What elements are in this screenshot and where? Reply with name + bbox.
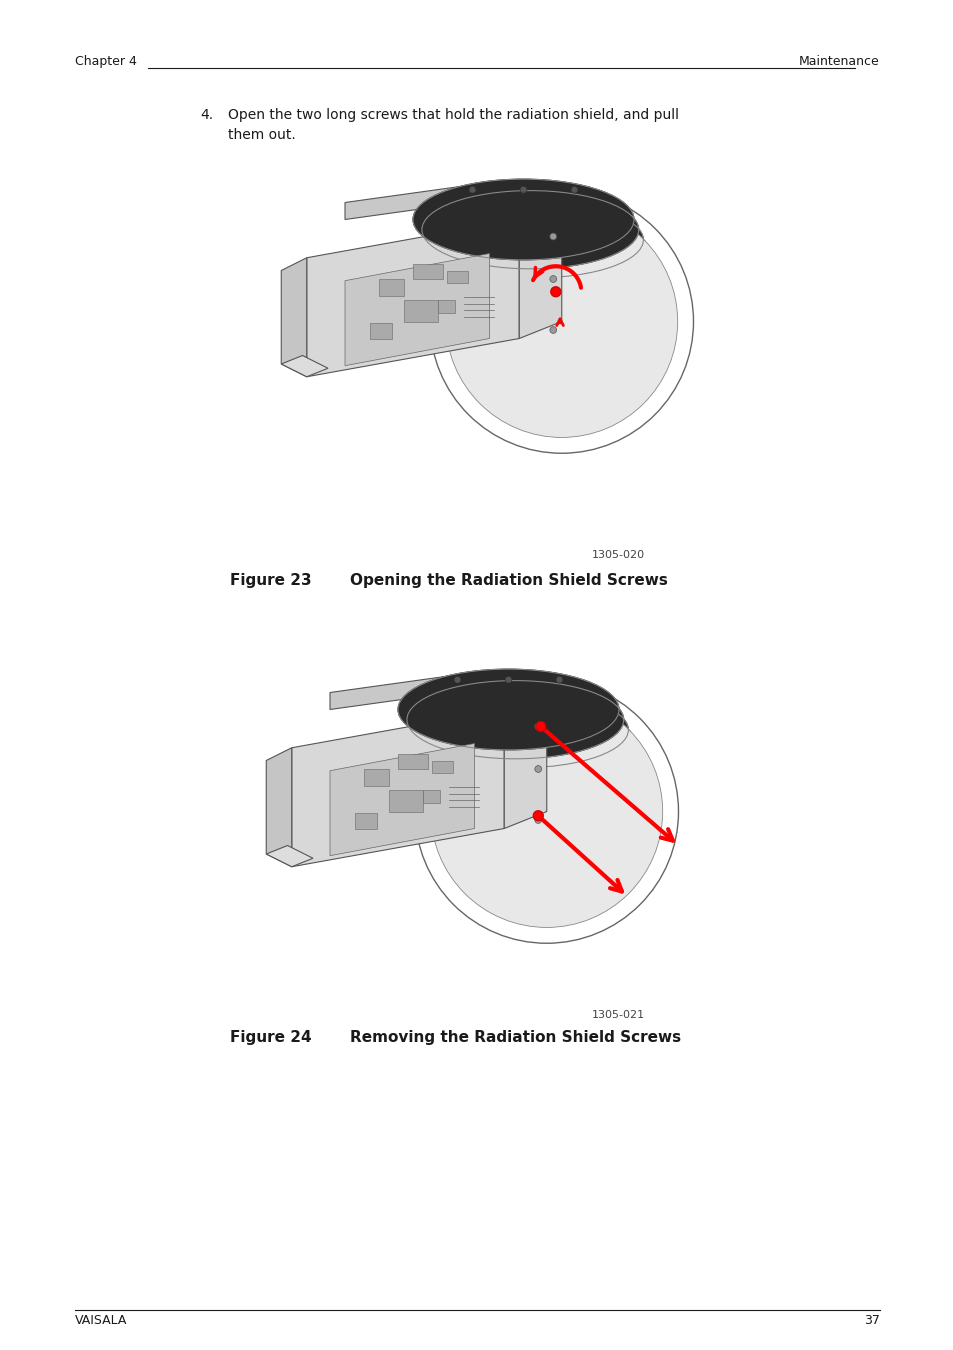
Ellipse shape bbox=[397, 670, 618, 749]
Polygon shape bbox=[292, 710, 504, 867]
Circle shape bbox=[535, 817, 541, 824]
Circle shape bbox=[556, 676, 562, 683]
Ellipse shape bbox=[439, 213, 647, 286]
Polygon shape bbox=[330, 671, 482, 710]
Text: Chapter 4: Chapter 4 bbox=[75, 55, 136, 68]
Polygon shape bbox=[378, 279, 404, 296]
Circle shape bbox=[454, 676, 460, 683]
Circle shape bbox=[533, 810, 543, 821]
Polygon shape bbox=[504, 710, 546, 829]
Ellipse shape bbox=[413, 180, 634, 259]
Polygon shape bbox=[266, 845, 313, 867]
Circle shape bbox=[549, 234, 556, 240]
Circle shape bbox=[536, 721, 545, 732]
Polygon shape bbox=[389, 790, 423, 811]
Circle shape bbox=[431, 695, 662, 927]
Circle shape bbox=[549, 275, 556, 282]
Circle shape bbox=[535, 765, 541, 772]
Circle shape bbox=[469, 186, 476, 193]
Polygon shape bbox=[423, 790, 440, 803]
Circle shape bbox=[445, 205, 677, 437]
Text: Figure 23: Figure 23 bbox=[230, 572, 312, 589]
Text: Opening the Radiation Shield Screws: Opening the Radiation Shield Screws bbox=[350, 572, 667, 589]
Polygon shape bbox=[404, 300, 438, 321]
Polygon shape bbox=[370, 323, 392, 339]
Polygon shape bbox=[432, 760, 453, 774]
Text: them out.: them out. bbox=[228, 128, 295, 142]
Polygon shape bbox=[413, 263, 442, 279]
Text: 37: 37 bbox=[863, 1314, 879, 1327]
Polygon shape bbox=[266, 748, 292, 867]
Text: 4.: 4. bbox=[200, 108, 213, 122]
Circle shape bbox=[550, 286, 560, 297]
Text: Maintenance: Maintenance bbox=[799, 55, 879, 68]
Text: Removing the Radiation Shield Screws: Removing the Radiation Shield Screws bbox=[350, 1030, 680, 1045]
Ellipse shape bbox=[407, 680, 623, 759]
Ellipse shape bbox=[424, 703, 633, 776]
Polygon shape bbox=[355, 813, 376, 829]
Ellipse shape bbox=[421, 190, 638, 269]
Polygon shape bbox=[281, 355, 328, 377]
Polygon shape bbox=[447, 270, 468, 284]
Polygon shape bbox=[518, 220, 561, 339]
Text: 1305-021: 1305-021 bbox=[591, 1010, 644, 1021]
Text: 1305-020: 1305-020 bbox=[591, 549, 644, 560]
Circle shape bbox=[549, 327, 556, 333]
Text: Open the two long screws that hold the radiation shield, and pull: Open the two long screws that hold the r… bbox=[228, 108, 679, 122]
Polygon shape bbox=[330, 744, 474, 856]
Polygon shape bbox=[397, 753, 427, 769]
Circle shape bbox=[504, 676, 512, 683]
Polygon shape bbox=[345, 254, 489, 366]
Polygon shape bbox=[345, 181, 497, 220]
Polygon shape bbox=[307, 220, 518, 377]
Text: Figure 24: Figure 24 bbox=[230, 1030, 312, 1045]
Ellipse shape bbox=[416, 693, 628, 768]
Polygon shape bbox=[281, 258, 307, 377]
Circle shape bbox=[535, 724, 541, 730]
Polygon shape bbox=[438, 300, 455, 313]
Text: VAISALA: VAISALA bbox=[75, 1314, 128, 1327]
Ellipse shape bbox=[431, 202, 642, 278]
Circle shape bbox=[519, 186, 526, 193]
Polygon shape bbox=[364, 769, 389, 786]
Circle shape bbox=[571, 186, 578, 193]
